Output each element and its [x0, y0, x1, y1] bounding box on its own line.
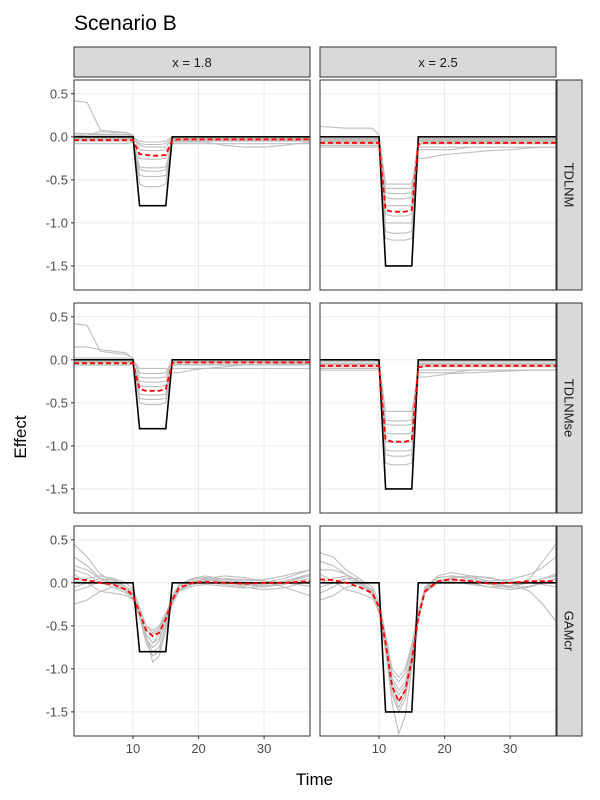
y-tick-label: 0.0 — [50, 129, 68, 144]
panel-background — [320, 303, 556, 513]
x-tick-label: 10 — [372, 741, 386, 756]
row-strip-label: TDLNM — [562, 163, 577, 208]
truth-line — [74, 136, 310, 207]
panels-layer: x = 1.8 x = 2.5 TDLNM TDLNMse GAMcr 0.5 0.0 -0.… — [46, 46, 583, 756]
panel-GAMcr-0: 0.5 0.0 -0.5 -1.0 -1.5 10 20 30 — [46, 525, 311, 756]
panel-TDLNM-1 — [319, 79, 557, 291]
panel-TDLNMse-0: 0.5 0.0 -0.5 -1.0 -1.5 — [46, 302, 311, 514]
panel-background — [74, 303, 310, 513]
y-tick-label: 0.0 — [50, 575, 68, 590]
panel-border — [73, 525, 311, 737]
col-strip-label: x = 1.8 — [172, 55, 211, 70]
replicate-line — [320, 146, 556, 241]
row-strip — [556, 302, 583, 514]
y-tick-label: -1.0 — [46, 661, 68, 676]
chart-title: Scenario B — [74, 12, 177, 35]
panel-border — [319, 302, 557, 514]
replicate-line — [320, 569, 557, 714]
col-strip — [319, 46, 557, 78]
panel-border — [319, 525, 557, 737]
col-strip-label: x = 2.5 — [418, 55, 457, 70]
replicate-line — [320, 363, 556, 466]
row-strip — [556, 79, 583, 291]
y-tick-label: 0.5 — [50, 86, 68, 101]
replicate-line — [320, 362, 556, 426]
replicate-line — [320, 366, 556, 435]
panel-background — [74, 80, 310, 290]
y-tick-label: -1.5 — [46, 258, 68, 273]
row-strip — [556, 525, 583, 737]
panel-TDLNM-0: 0.5 0.0 -0.5 -1.0 -1.5 — [46, 79, 311, 291]
truth-line — [320, 136, 556, 267]
replicate-line — [73, 577, 311, 631]
row-strip-label: TDLNMse — [562, 379, 577, 438]
x-tick-label: 20 — [437, 741, 451, 756]
mean-line — [73, 577, 311, 638]
mean-line — [320, 141, 556, 213]
panel-background — [320, 526, 556, 736]
y-tick-label: 0.5 — [50, 532, 68, 547]
panel-background — [320, 80, 556, 290]
panel-border — [319, 79, 557, 291]
replicate-line — [74, 140, 310, 160]
y-tick-label: -1.0 — [46, 215, 68, 230]
y-tick-label: 0.5 — [50, 309, 68, 324]
mean-line — [74, 361, 310, 392]
y-tick-label: -1.0 — [46, 438, 68, 453]
y-tick-label: -0.5 — [46, 618, 68, 633]
y-tick-label: 0.0 — [50, 352, 68, 367]
mean-line — [74, 138, 310, 157]
replicate-line — [74, 137, 310, 146]
replicate-line — [73, 569, 311, 664]
truth-line — [74, 358, 310, 430]
y-tick-label: -0.5 — [46, 395, 68, 410]
replicate-line — [320, 144, 556, 217]
replicate-line — [74, 346, 310, 406]
panel-GAMcr-1: 10 20 30 — [319, 525, 557, 756]
replicate-line — [320, 360, 556, 443]
y-tick-label: -1.5 — [46, 481, 68, 496]
col-strip — [73, 46, 311, 78]
mean-line — [319, 578, 556, 704]
replicate-line — [319, 575, 557, 692]
panel-border — [73, 79, 311, 291]
replicate-line — [74, 134, 310, 152]
y-tick-label: -0.5 — [46, 172, 68, 187]
replicate-line — [320, 137, 556, 207]
mean-line — [320, 364, 556, 443]
x-tick-label: 10 — [126, 741, 140, 756]
replicate-line — [320, 369, 556, 422]
x-axis-label: Time — [296, 770, 333, 789]
replicate-line — [73, 577, 311, 634]
x-tick-label: 30 — [503, 741, 517, 756]
x-tick-label: 30 — [257, 741, 271, 756]
panel-background — [74, 526, 310, 736]
row-strip-label: GAMcr — [562, 611, 577, 652]
truth-line — [320, 358, 556, 490]
replicate-line — [320, 138, 556, 195]
x-tick-label: 20 — [191, 741, 205, 756]
panel-border — [73, 302, 311, 514]
panel-TDLNMse-1 — [319, 302, 557, 514]
y-tick-label: -1.5 — [46, 704, 68, 719]
replicate-line — [319, 577, 557, 679]
y-axis-label: Effect — [11, 415, 30, 458]
